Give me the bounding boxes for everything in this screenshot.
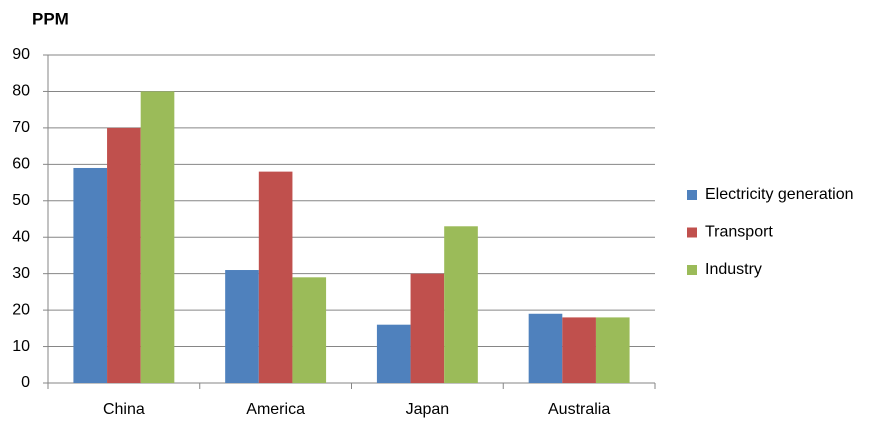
legend-label: Industry	[705, 261, 762, 278]
legend-label: Electricity generation	[705, 186, 854, 203]
y-axis-label: PPM	[32, 9, 69, 28]
y-tick-label: 90	[12, 46, 30, 63]
legend-label: Transport	[705, 224, 773, 241]
bar	[376, 324, 411, 383]
bar	[73, 167, 108, 383]
bar	[562, 317, 596, 383]
bar	[140, 91, 175, 383]
bar	[258, 171, 293, 383]
bar	[595, 317, 630, 383]
x-tick-label: Australia	[548, 401, 610, 418]
legend-swatch	[687, 227, 697, 238]
y-tick-label: 80	[12, 83, 30, 100]
legend-swatch	[687, 190, 697, 200]
y-tick-label: 40	[12, 228, 30, 245]
y-tick-label: 10	[12, 338, 30, 355]
y-tick-label: 60	[12, 156, 30, 173]
x-tick-label: China	[103, 401, 145, 418]
bar	[107, 127, 141, 383]
x-tick-label: Japan	[406, 401, 450, 418]
y-tick-label: 70	[12, 119, 30, 136]
bar	[528, 313, 563, 383]
y-tick-label: 20	[12, 301, 30, 318]
y-tick-label: 30	[12, 265, 30, 282]
y-tick-label: 0	[21, 374, 30, 391]
bar	[292, 277, 327, 383]
y-tick-label: 50	[12, 192, 30, 209]
bar	[225, 270, 259, 383]
bar	[410, 273, 445, 383]
bar	[444, 226, 478, 383]
x-tick-label: America	[246, 401, 305, 418]
legend-swatch	[687, 265, 697, 275]
